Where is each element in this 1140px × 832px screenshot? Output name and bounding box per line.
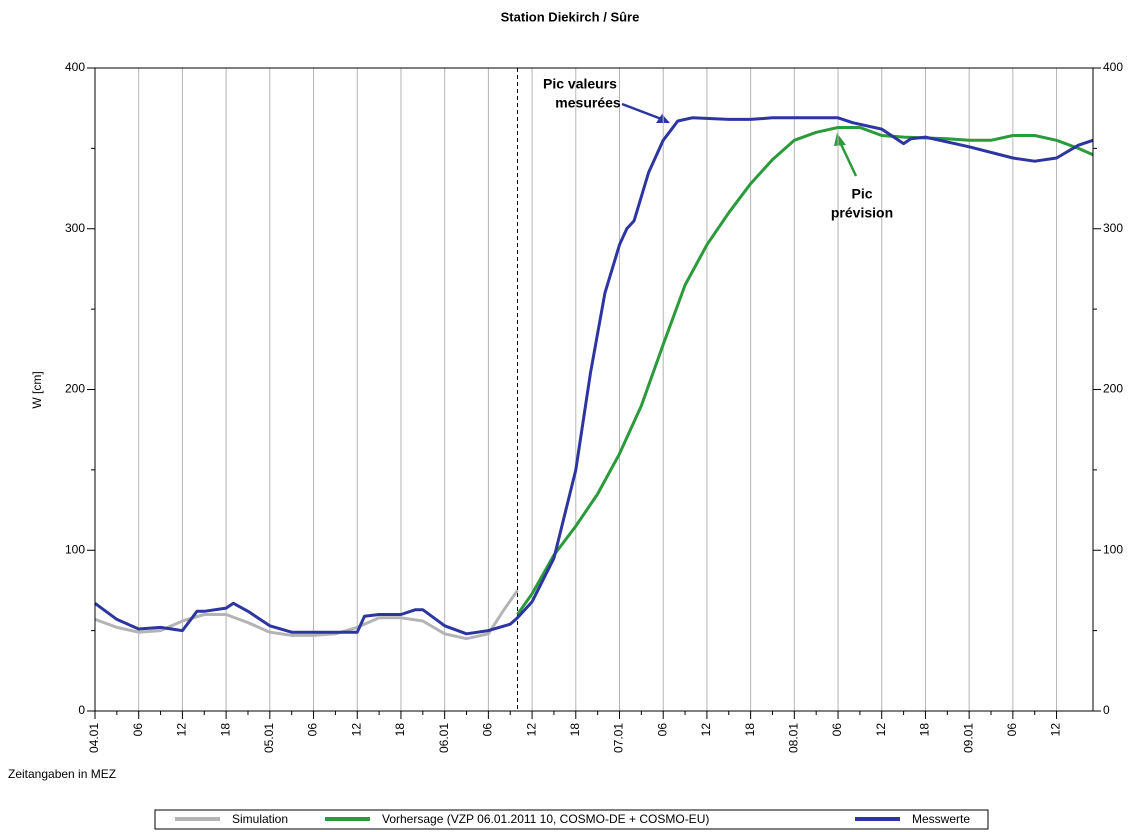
x-tick-label: 12 <box>175 723 189 737</box>
x-tick-label: 18 <box>918 723 932 737</box>
y-tick-label: 200 <box>65 382 85 396</box>
series-line <box>516 126 1094 616</box>
x-tick-label: 06 <box>131 723 145 737</box>
x-tick-label: 18 <box>218 723 232 737</box>
annotation: Pic valeurs <box>543 76 617 92</box>
x-tick-label: 05.01 <box>262 723 276 753</box>
x-tick-label: 06 <box>1005 723 1019 737</box>
legend-label: Vorhersage (VZP 06.01.2011 10, COSMO-DE … <box>382 812 709 826</box>
x-tick-label: 12 <box>524 723 538 737</box>
legend-box <box>154 809 989 830</box>
x-tick-label: 12 <box>349 723 363 737</box>
x-tick-label: 06 <box>655 723 669 737</box>
annotation: Pic <box>851 186 872 202</box>
x-tick-label: 18 <box>568 723 582 737</box>
y2-tick-label: 400 <box>1103 60 1123 74</box>
y-tick-label: 100 <box>65 542 85 556</box>
y2-tick-label: 300 <box>1103 221 1123 235</box>
y-tick-label: 0 <box>78 703 85 717</box>
x-tick-label: 06 <box>306 723 320 737</box>
legend-label: Simulation <box>232 812 288 826</box>
x-tick-label: 09.01 <box>961 723 975 753</box>
y2-tick-label: 200 <box>1103 382 1123 396</box>
x-tick-label: 18 <box>393 723 407 737</box>
x-tick-label: 07.01 <box>612 723 626 753</box>
y2-tick-label: 100 <box>1103 542 1123 556</box>
annotation: mesurées <box>555 95 621 111</box>
x-tick-label: 12 <box>874 723 888 737</box>
x-tick-label: 04.01 <box>87 723 101 753</box>
x-tick-label: 18 <box>743 723 757 737</box>
arrow <box>838 141 858 177</box>
arrow <box>621 102 665 122</box>
y2-tick-label: 0 <box>1103 703 1110 717</box>
plot-frame <box>94 67 1094 712</box>
y-tick-label: 300 <box>65 221 85 235</box>
x-axis-label: Zeitangaben in MEZ <box>8 767 116 781</box>
x-tick-label: 12 <box>1049 723 1063 737</box>
series-line <box>94 116 1094 636</box>
arrowhead <box>834 133 846 146</box>
x-tick-label: 06.01 <box>437 723 451 753</box>
y-tick-label: 400 <box>65 60 85 74</box>
annotation: prévision <box>831 205 893 221</box>
x-tick-label: 12 <box>699 723 713 737</box>
x-tick-label: 06 <box>481 723 495 737</box>
x-tick-label: 06 <box>830 723 844 737</box>
annotation-arrows <box>621 102 858 177</box>
x-tick-label: 08.01 <box>787 723 801 753</box>
legend-label: Messwerte <box>912 812 970 826</box>
y-axis-label: W [cm] <box>30 371 44 408</box>
chart-title: Station Diekirch / Sûre <box>501 9 640 24</box>
